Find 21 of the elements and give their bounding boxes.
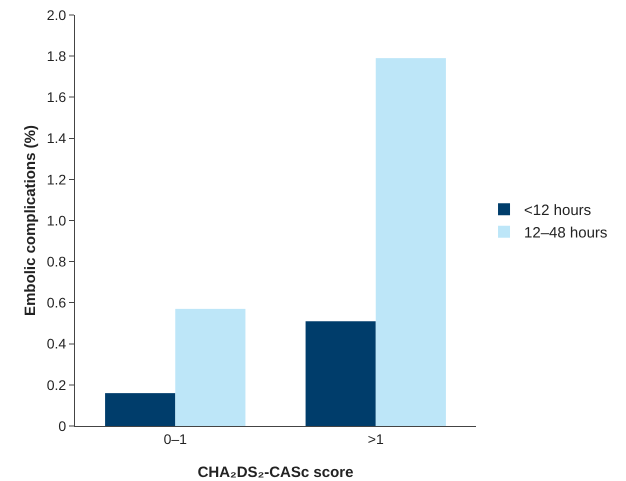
y-tick-label: 0.6: [46, 294, 66, 311]
y-tick-label: 0.4: [46, 336, 66, 352]
bar: [306, 321, 376, 426]
bar: [105, 393, 176, 426]
y-tick-label: 2.0: [46, 6, 66, 23]
y-tick-label: 0.2: [46, 376, 66, 393]
y-tick-label: 0: [58, 418, 66, 434]
x-tick-label: 0–1: [164, 430, 188, 447]
legend-label: 12–48 hours: [524, 224, 608, 242]
bar: [376, 58, 446, 426]
y-tick-label: 1.4: [46, 130, 66, 146]
bar: [175, 308, 246, 426]
y-tick-label: 1.2: [46, 171, 66, 188]
y-axis-title: Embolic complications (%): [22, 125, 39, 316]
y-tick-label: 1.6: [46, 89, 66, 106]
x-axis-title: CHA₂DS₂-CASc score: [198, 464, 354, 481]
y-tick-label: 1.8: [46, 48, 66, 64]
legend-label: <12 hours: [524, 202, 592, 220]
x-tick-label: >1: [368, 430, 384, 447]
y-tick-label: 0.8: [46, 254, 66, 270]
y-tick-label: 1.0: [46, 212, 66, 228]
